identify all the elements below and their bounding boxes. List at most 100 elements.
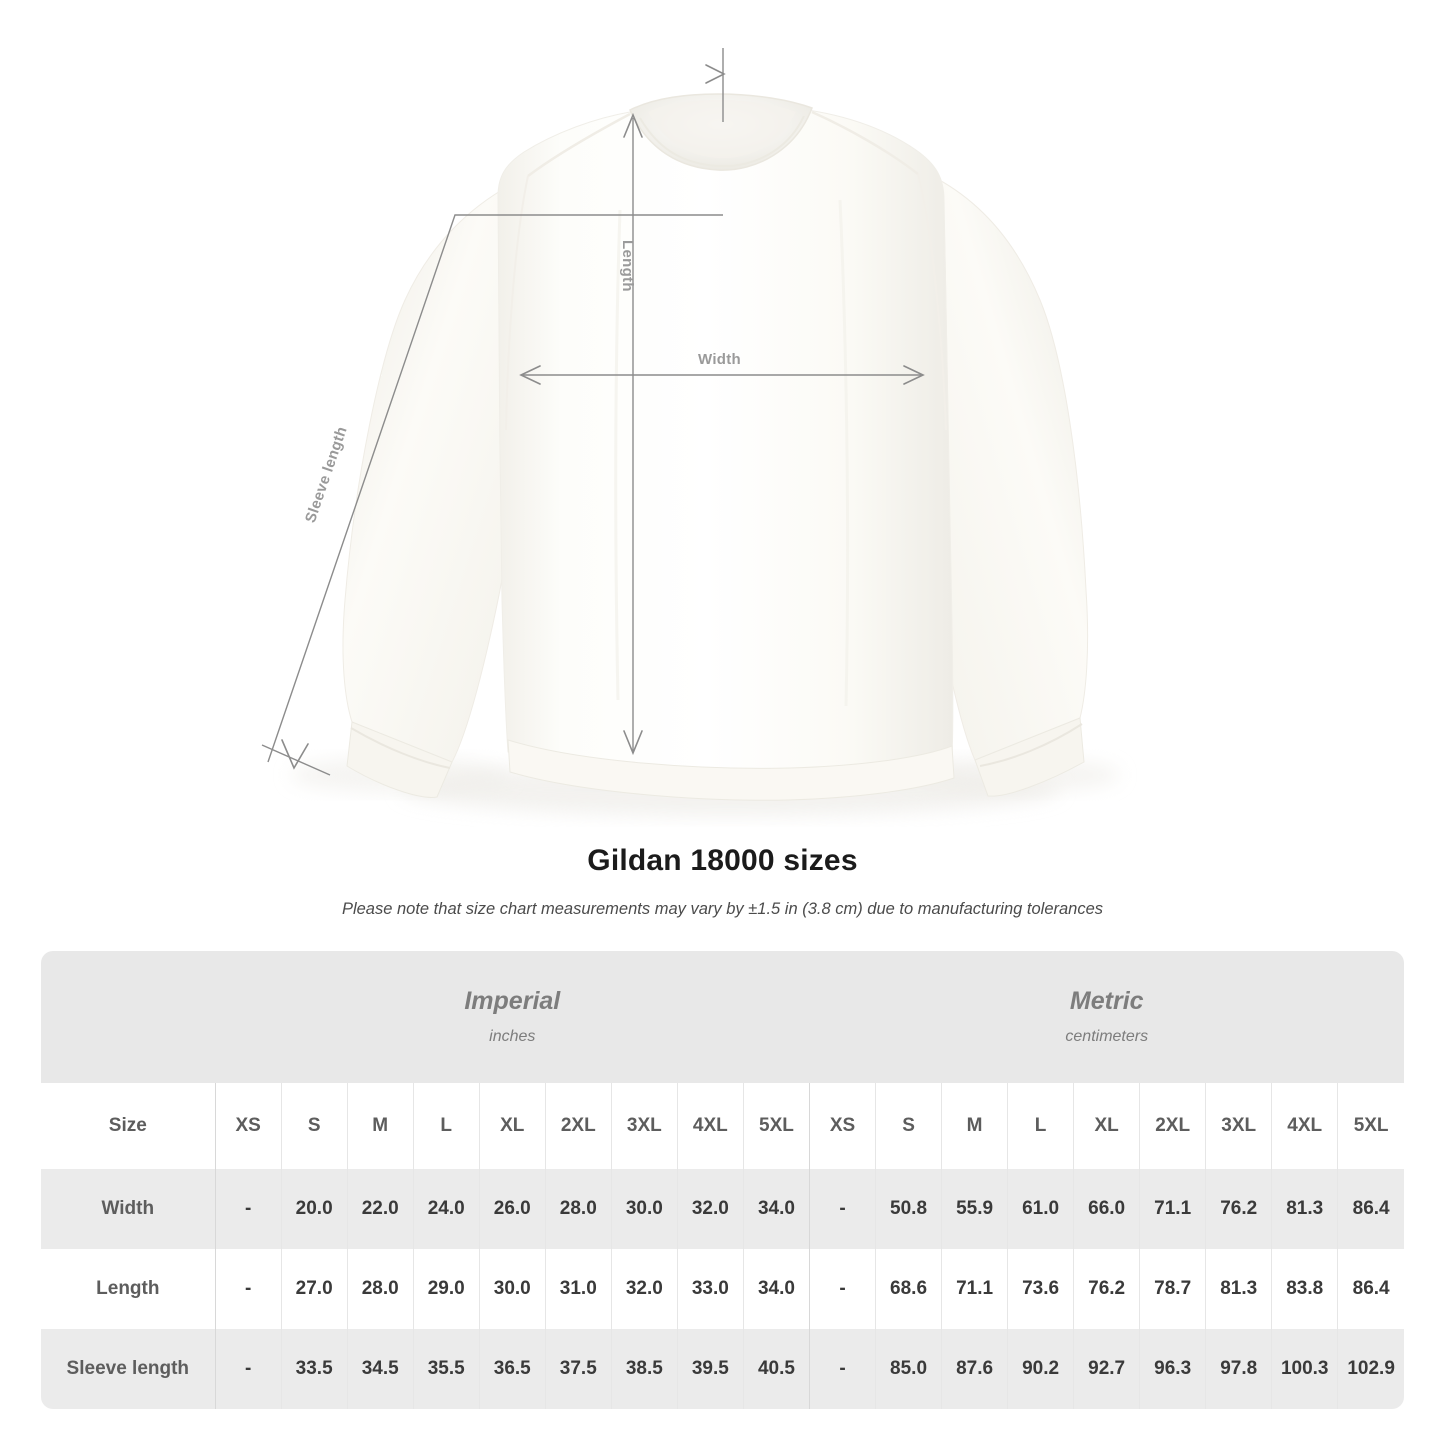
heading-block: Gildan 18000 sizes Please note that size… bbox=[0, 844, 1445, 919]
unit-metric-name: Metric bbox=[1069, 987, 1144, 1016]
size-header-imp-2: M bbox=[346, 1083, 414, 1169]
cell-sleeve-imp-3: 35.5 bbox=[412, 1329, 480, 1409]
cell-sleeve-met-4: 92.7 bbox=[1073, 1329, 1140, 1409]
size-table: Imperial inches Metric centimeters Size … bbox=[41, 951, 1404, 1409]
bottom-hem bbox=[507, 739, 955, 801]
size-header-label: Size bbox=[41, 1083, 216, 1169]
sweatshirt-drawing bbox=[261, 48, 1120, 816]
size-header-imp-6: 3XL bbox=[610, 1083, 678, 1169]
cell-sleeve-imp-5: 37.5 bbox=[544, 1329, 612, 1409]
size-header-imp-0: XS bbox=[214, 1083, 282, 1169]
size-header-met-7: 4XL bbox=[1271, 1083, 1338, 1169]
cell-length-imp-5: 31.0 bbox=[544, 1249, 612, 1329]
cell-width-imp-3: 24.0 bbox=[412, 1169, 480, 1249]
measurement-lines bbox=[261, 48, 922, 776]
size-table-wrapper: Imperial inches Metric centimeters Size … bbox=[41, 951, 1404, 1409]
cell-sleeve-imp-1: 33.5 bbox=[280, 1329, 348, 1409]
measurement-arrowheads bbox=[281, 64, 925, 770]
size-header-met-5: 2XL bbox=[1139, 1083, 1206, 1169]
row-label-sleeve-length: Sleeve length bbox=[41, 1329, 216, 1409]
cell-width-imp-8: 34.0 bbox=[742, 1169, 810, 1249]
cell-width-imp-0: - bbox=[214, 1169, 282, 1249]
size-header-met-1: S bbox=[875, 1083, 942, 1169]
size-header-imp-8: 5XL bbox=[742, 1083, 810, 1169]
cell-sleeve-imp-2: 34.5 bbox=[346, 1329, 414, 1409]
size-header-met-3: L bbox=[1007, 1083, 1074, 1169]
table-row: Length - 27.0 28.0 29.0 30.0 31.0 32.0 3… bbox=[41, 1249, 1404, 1329]
garment-illustration: Width Length Sleeve length bbox=[261, 48, 1120, 816]
size-header-met-6: 3XL bbox=[1205, 1083, 1272, 1169]
cell-width-met-1: 50.8 bbox=[875, 1169, 942, 1249]
cell-length-met-5: 78.7 bbox=[1139, 1249, 1206, 1329]
unit-imperial-cell: Imperial inches bbox=[215, 951, 810, 1083]
cell-width-imp-7: 32.0 bbox=[676, 1169, 744, 1249]
cell-length-met-4: 76.2 bbox=[1073, 1249, 1140, 1329]
cell-width-met-3: 61.0 bbox=[1007, 1169, 1074, 1249]
width-measure-label: Width bbox=[698, 351, 742, 368]
cell-length-met-8: 86.4 bbox=[1337, 1249, 1404, 1329]
cell-sleeve-met-6: 97.8 bbox=[1205, 1329, 1272, 1409]
size-header-met-2: M bbox=[941, 1083, 1008, 1169]
size-header-imp-7: 4XL bbox=[676, 1083, 744, 1169]
cell-sleeve-met-8: 102.9 bbox=[1337, 1329, 1404, 1409]
cell-width-imp-4: 26.0 bbox=[478, 1169, 546, 1249]
unit-metric-sub: centimeters bbox=[1065, 1027, 1149, 1045]
cell-width-imp-5: 28.0 bbox=[544, 1169, 612, 1249]
cell-width-met-0: - bbox=[808, 1169, 876, 1249]
unit-imperial-name: Imperial bbox=[464, 987, 561, 1016]
sweatshirt-body bbox=[497, 109, 954, 779]
cell-length-imp-0: - bbox=[214, 1249, 282, 1329]
cell-sleeve-met-5: 96.3 bbox=[1139, 1329, 1206, 1409]
row-label-length: Length bbox=[41, 1249, 216, 1329]
cell-length-imp-7: 33.0 bbox=[676, 1249, 744, 1329]
table-row: Sleeve length - 33.5 34.5 35.5 36.5 37.5… bbox=[41, 1329, 1404, 1409]
right-cuff bbox=[974, 717, 1085, 797]
cell-length-met-3: 73.6 bbox=[1007, 1249, 1074, 1329]
cell-length-met-7: 83.8 bbox=[1271, 1249, 1338, 1329]
cell-width-imp-2: 22.0 bbox=[346, 1169, 414, 1249]
unit-metric-cell: Metric centimeters bbox=[809, 951, 1404, 1083]
table-row: Width - 20.0 22.0 24.0 26.0 28.0 30.0 32… bbox=[41, 1169, 1404, 1249]
size-header-imp-4: XL bbox=[478, 1083, 546, 1169]
size-header-row: Size XS S M L XL 2XL 3XL 4XL 5XL XS S M … bbox=[41, 1083, 1404, 1169]
size-header-met-4: XL bbox=[1073, 1083, 1140, 1169]
cell-sleeve-met-0: - bbox=[808, 1329, 876, 1409]
length-measure-label: Length bbox=[619, 240, 636, 292]
cell-width-met-5: 71.1 bbox=[1139, 1169, 1206, 1249]
cell-sleeve-imp-8: 40.5 bbox=[742, 1329, 810, 1409]
cell-sleeve-met-3: 90.2 bbox=[1007, 1329, 1074, 1409]
cell-length-met-2: 71.1 bbox=[941, 1249, 1008, 1329]
cell-length-imp-1: 27.0 bbox=[280, 1249, 348, 1329]
cell-width-imp-6: 30.0 bbox=[610, 1169, 678, 1249]
unit-imperial-sub: inches bbox=[489, 1027, 536, 1045]
cell-sleeve-imp-6: 38.5 bbox=[610, 1329, 678, 1409]
size-header-imp-1: S bbox=[280, 1083, 348, 1169]
cell-width-met-8: 86.4 bbox=[1337, 1169, 1404, 1249]
size-header-met-8: 5XL bbox=[1337, 1083, 1404, 1169]
cell-sleeve-met-1: 85.0 bbox=[875, 1329, 942, 1409]
cell-length-met-0: - bbox=[808, 1249, 876, 1329]
cell-length-imp-3: 29.0 bbox=[412, 1249, 480, 1329]
cell-sleeve-imp-4: 36.5 bbox=[478, 1329, 546, 1409]
unit-banner-spacer bbox=[41, 951, 216, 1083]
cell-sleeve-imp-7: 39.5 bbox=[676, 1329, 744, 1409]
cell-length-met-1: 68.6 bbox=[875, 1249, 942, 1329]
size-header-met-0: XS bbox=[808, 1083, 876, 1169]
tolerance-note: Please note that size chart measurements… bbox=[341, 900, 1104, 918]
cell-width-met-7: 81.3 bbox=[1271, 1169, 1338, 1249]
cell-length-imp-4: 30.0 bbox=[478, 1249, 546, 1329]
page-title: Gildan 18000 sizes bbox=[587, 844, 858, 877]
cell-length-imp-2: 28.0 bbox=[346, 1249, 414, 1329]
unit-banner-row: Imperial inches Metric centimeters bbox=[41, 951, 1404, 1083]
cell-sleeve-met-7: 100.3 bbox=[1271, 1329, 1338, 1409]
sleeve-end-tick bbox=[261, 744, 331, 776]
row-label-width: Width bbox=[41, 1169, 216, 1249]
cell-width-met-6: 76.2 bbox=[1205, 1169, 1272, 1249]
cell-length-met-6: 81.3 bbox=[1205, 1249, 1272, 1329]
cell-width-met-4: 66.0 bbox=[1073, 1169, 1140, 1249]
size-header-imp-3: L bbox=[412, 1083, 480, 1169]
cell-sleeve-imp-0: - bbox=[214, 1329, 282, 1409]
cell-length-imp-6: 32.0 bbox=[610, 1249, 678, 1329]
cell-sleeve-met-2: 87.6 bbox=[941, 1329, 1008, 1409]
